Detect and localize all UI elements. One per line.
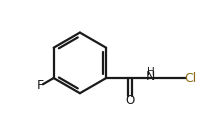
Text: N: N [146,70,155,83]
Text: H: H [147,67,154,77]
Text: F: F [36,79,44,93]
Text: Cl: Cl [184,72,197,85]
Text: O: O [126,94,135,107]
